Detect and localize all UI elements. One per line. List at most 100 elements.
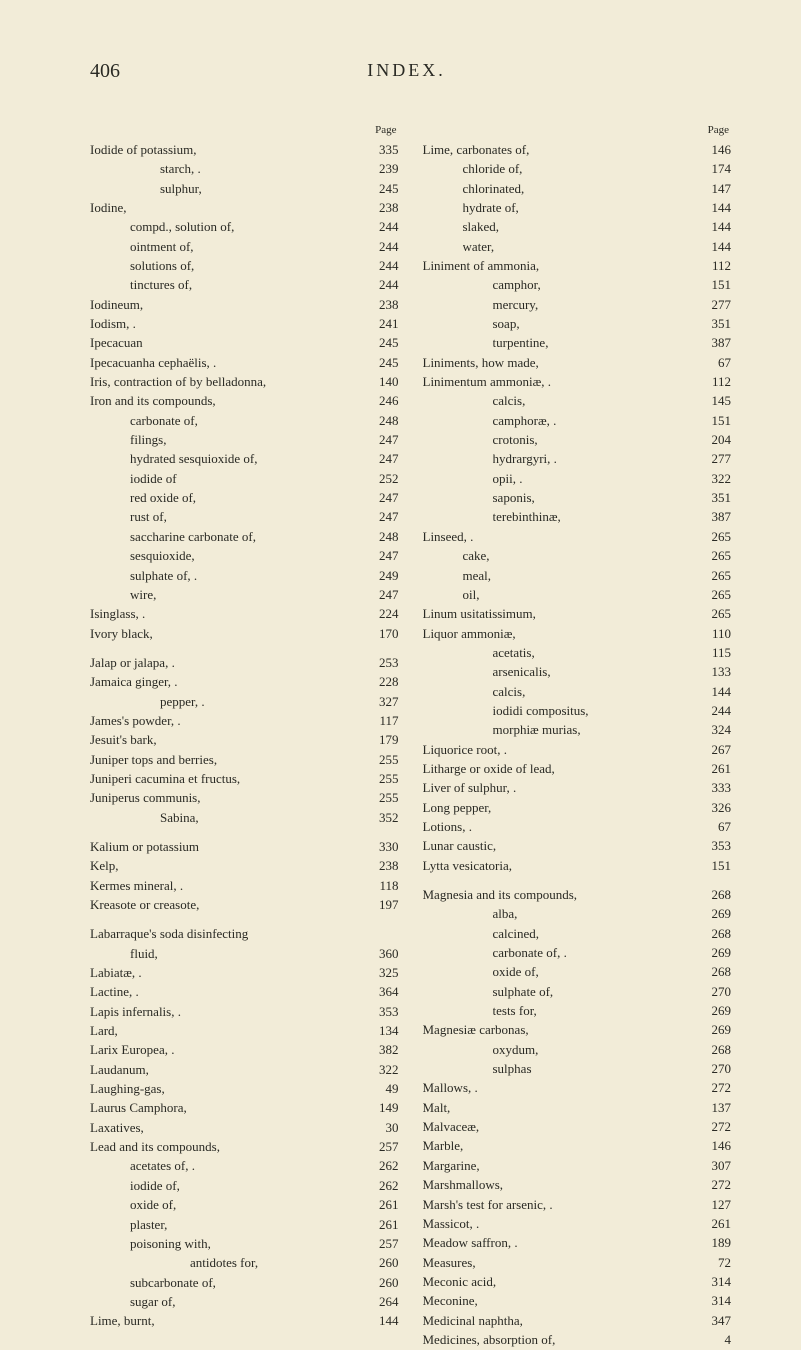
entry-text: sesquioxide, <box>130 547 357 566</box>
index-entry: Lotions, .67 <box>423 818 732 837</box>
entry-page: 112 <box>695 373 731 392</box>
index-entry: Lactine, .364 <box>90 983 399 1002</box>
entry-text: sulphate of, . <box>130 567 357 586</box>
entry-text: soap, <box>493 315 690 334</box>
entry-page: 248 <box>363 412 399 431</box>
entry-page: 387 <box>695 334 731 353</box>
entry-page: 144 <box>695 199 731 218</box>
index-entry: crotonis,204 <box>423 431 732 450</box>
index-entry: acetatis,115 <box>423 644 732 663</box>
entry-text: Lime, carbonates of, <box>423 141 690 160</box>
entry-page: 174 <box>695 160 731 179</box>
entry-text: saponis, <box>493 489 690 508</box>
index-entry: calcis,144 <box>423 683 732 702</box>
index-entry: sulphate of,270 <box>423 983 732 1002</box>
index-entry: Kalium or potassium330 <box>90 838 399 857</box>
entry-text: Meconic acid, <box>423 1273 690 1292</box>
entry-page: 353 <box>363 1003 399 1022</box>
index-entry: Malt,137 <box>423 1099 732 1118</box>
entry-page: 268 <box>695 963 731 982</box>
entry-text: turpentine, <box>493 334 690 353</box>
index-entry: Liquorice root, .267 <box>423 741 732 760</box>
index-entry: Jalap or jalapa, .253 <box>90 654 399 673</box>
entry-page: 72 <box>695 1254 731 1273</box>
index-entry: Juniperi cacumina et fructus,255 <box>90 770 399 789</box>
index-columns: Page Iodide of potassium,335starch, .239… <box>90 123 731 1350</box>
entry-text: acetatis, <box>493 644 690 663</box>
index-entry: Juniperus communis,255 <box>90 789 399 808</box>
entry-page: 261 <box>363 1196 399 1215</box>
entry-page: 197 <box>363 896 399 915</box>
index-entry: Isinglass, .224 <box>90 605 399 624</box>
entry-page: 253 <box>363 654 399 673</box>
index-entry: mercury,277 <box>423 296 732 315</box>
entry-page: 247 <box>363 450 399 469</box>
entry-page: 261 <box>363 1216 399 1235</box>
entry-text: Juniperi cacumina et fructus, <box>90 770 357 789</box>
entry-text: Jesuit's bark, <box>90 731 357 750</box>
entry-text: calcis, <box>493 683 690 702</box>
index-entry: meal,265 <box>423 567 732 586</box>
entry-page: 261 <box>695 1215 731 1234</box>
index-entry: rust of,247 <box>90 508 399 527</box>
index-entry: Measures,72 <box>423 1254 732 1273</box>
entry-text: Iodide of potassium, <box>90 141 357 160</box>
index-entry: Ipecacuan245 <box>90 334 399 353</box>
entry-page: 118 <box>363 877 399 896</box>
entry-page: 255 <box>363 751 399 770</box>
entry-page: 265 <box>695 586 731 605</box>
index-entry: morphiæ murias,324 <box>423 721 732 740</box>
entry-text: subcarbonate of, <box>130 1274 357 1293</box>
entry-page: 260 <box>363 1254 399 1273</box>
entry-text: carbonate of, <box>130 412 357 431</box>
entry-page: 244 <box>695 702 731 721</box>
entry-text: Liver of sulphur, . <box>423 779 690 798</box>
entry-page: 322 <box>363 1061 399 1080</box>
entry-page: 260 <box>363 1274 399 1293</box>
index-entry: sulphate of, .249 <box>90 567 399 586</box>
index-entry: Iris, contraction of by belladonna,140 <box>90 373 399 392</box>
entry-text: chloride of, <box>463 160 690 179</box>
entry-page: 30 <box>363 1119 399 1138</box>
entry-text: oxide of, <box>493 963 690 982</box>
entry-text: Magnesiæ carbonas, <box>423 1021 690 1040</box>
entry-page: 239 <box>363 160 399 179</box>
entry-text: Juniper tops and berries, <box>90 751 357 770</box>
entry-text: Ivory black, <box>90 625 357 644</box>
index-entry: ointment of,244 <box>90 238 399 257</box>
entry-text: acetates of, . <box>130 1157 357 1176</box>
index-entry: calcined,268 <box>423 925 732 944</box>
index-entry: tests for,269 <box>423 1002 732 1021</box>
entry-text: Magnesia and its compounds, <box>423 886 690 905</box>
entry-text: terebinthinæ, <box>493 508 690 527</box>
entry-text: hydrate of, <box>463 199 690 218</box>
index-entry: Ivory black,170 <box>90 625 399 644</box>
index-entry: Lapis infernalis, .353 <box>90 1003 399 1022</box>
entry-text: Kalium or potassium <box>90 838 357 857</box>
entry-text: arsenicalis, <box>493 663 690 682</box>
entry-text: Iodism, . <box>90 315 357 334</box>
entry-text: Linseed, . <box>423 528 690 547</box>
entry-text: crotonis, <box>493 431 690 450</box>
index-entry: Meconine,314 <box>423 1292 732 1311</box>
index-entry: sesquioxide,247 <box>90 547 399 566</box>
entry-text: cake, <box>463 547 690 566</box>
entry-page: 333 <box>695 779 731 798</box>
index-entry: Marsh's test for arsenic, .127 <box>423 1196 732 1215</box>
entry-page: 67 <box>695 354 731 373</box>
index-entry: hydrate of, 144 <box>423 199 732 218</box>
entry-page: 140 <box>363 373 399 392</box>
entry-text: Labiatæ, . <box>90 964 357 983</box>
index-entry: fluid,360 <box>90 945 399 964</box>
index-entry: Malvaceæ,272 <box>423 1118 732 1137</box>
entry-page: 325 <box>363 964 399 983</box>
index-entry: compd., solution of,244 <box>90 218 399 237</box>
entry-page: 387 <box>695 508 731 527</box>
entry-text: Malvaceæ, <box>423 1118 690 1137</box>
entry-text: hydrated sesquioxide of, <box>130 450 357 469</box>
entry-text: Lytta vesicatoria, <box>423 857 690 876</box>
entry-page: 262 <box>363 1157 399 1176</box>
index-entry: water,144 <box>423 238 732 257</box>
entry-text: Massicot, . <box>423 1215 690 1234</box>
entry-page: 351 <box>695 489 731 508</box>
